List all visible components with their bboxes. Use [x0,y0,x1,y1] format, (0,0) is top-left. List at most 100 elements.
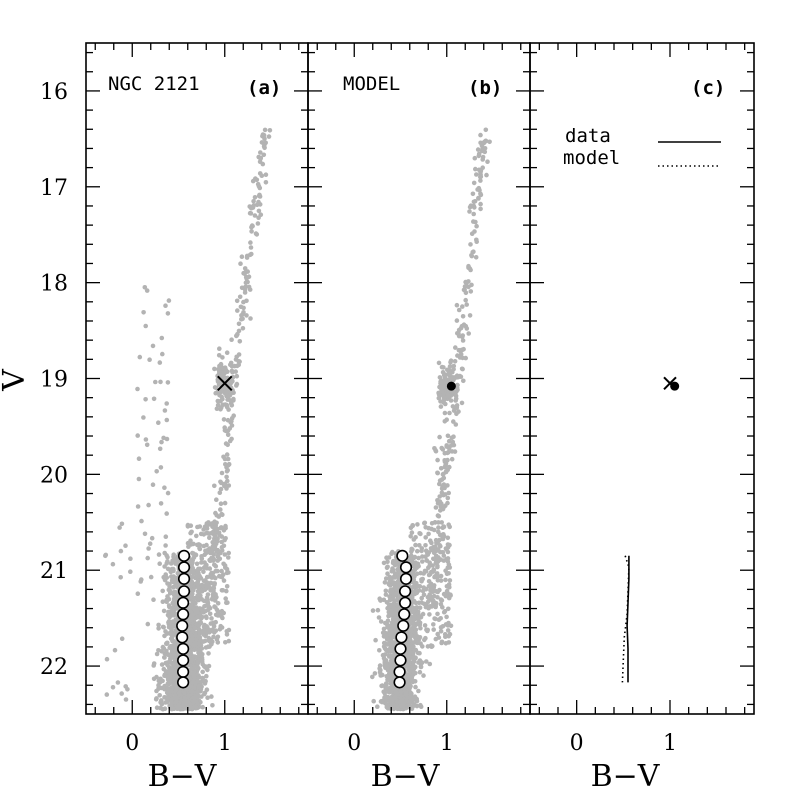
star-point [427,612,432,617]
star-point [433,560,439,566]
star-point [472,155,478,161]
star-point [462,284,468,289]
ridge-line-point [177,561,191,574]
star-point [123,543,128,548]
star-point [187,626,193,632]
star-point [441,475,447,481]
star-point [218,525,223,531]
star-point [222,552,228,557]
star-point [156,420,161,426]
star-point [386,625,391,630]
star-point [146,546,151,551]
star-point [388,649,394,654]
star-point [256,199,261,205]
star-point [228,362,233,368]
star-point [189,633,194,638]
star-point [386,674,391,679]
star-point [414,571,420,577]
star-point [201,578,207,584]
star-point [378,598,383,603]
star-point [431,527,437,533]
star-point [411,670,417,675]
star-point [207,531,212,536]
star-point [382,690,388,696]
star-point [194,561,200,567]
star-point [451,363,457,369]
star-point [407,702,412,707]
star-point [423,635,428,641]
star-point [473,254,479,260]
star-point [456,331,461,336]
star-point [206,651,211,656]
star-point [188,618,193,623]
star-point [201,598,207,604]
star-point [141,415,146,420]
star-point [425,550,431,556]
star-point [159,702,165,707]
star-point [385,559,390,565]
star-point [221,386,226,391]
star-point [139,518,144,524]
star-point [204,525,210,531]
star-point [119,636,125,641]
star-point [239,254,245,259]
star-point [118,575,123,580]
star-point [166,620,171,625]
star-point [377,666,382,671]
star-point [218,486,224,492]
star-point [250,223,255,229]
star-point [221,417,227,422]
star-point [449,375,455,381]
ridge-line-point [177,676,190,689]
star-point [212,366,217,372]
star-point [198,616,204,621]
star-point [162,408,168,413]
star-point [226,555,231,560]
star-point [188,580,193,586]
star-point [110,685,116,690]
star-point [448,443,454,448]
star-point [482,146,488,151]
star-point [203,665,209,671]
star-point [153,379,158,385]
star-point [224,566,230,572]
y-tick-label: 16 [40,80,68,105]
star-point [160,351,165,357]
star-point [417,605,423,610]
star-point [400,701,406,707]
star-point [459,400,465,406]
star-point [441,553,447,558]
star-point [447,371,453,377]
star-point [439,520,445,525]
star-point [452,359,458,364]
star-point [430,563,436,568]
star-point [222,377,228,382]
star-point [423,554,428,559]
ridge-line-point [393,665,406,678]
star-point [110,561,116,567]
star-point [223,596,228,601]
star-point [436,520,441,525]
star-point [251,199,256,204]
star-point [435,595,440,600]
star-point [213,628,219,633]
star-point [210,581,216,586]
star-point [171,566,176,572]
star-point [414,565,420,571]
star-point [382,630,388,636]
star-point [198,531,204,537]
star-point [154,674,159,680]
star-point [406,656,412,661]
star-point [247,287,253,292]
star-point [372,671,378,676]
star-point [162,550,167,556]
star-point [448,592,453,597]
star-point [478,206,483,212]
star-point [395,602,401,608]
panel-c-x-axis-title: B−V [591,759,661,794]
star-point [471,211,477,217]
star-point [450,404,456,409]
star-point [435,501,441,506]
star-point [224,584,230,589]
star-point [182,696,188,702]
